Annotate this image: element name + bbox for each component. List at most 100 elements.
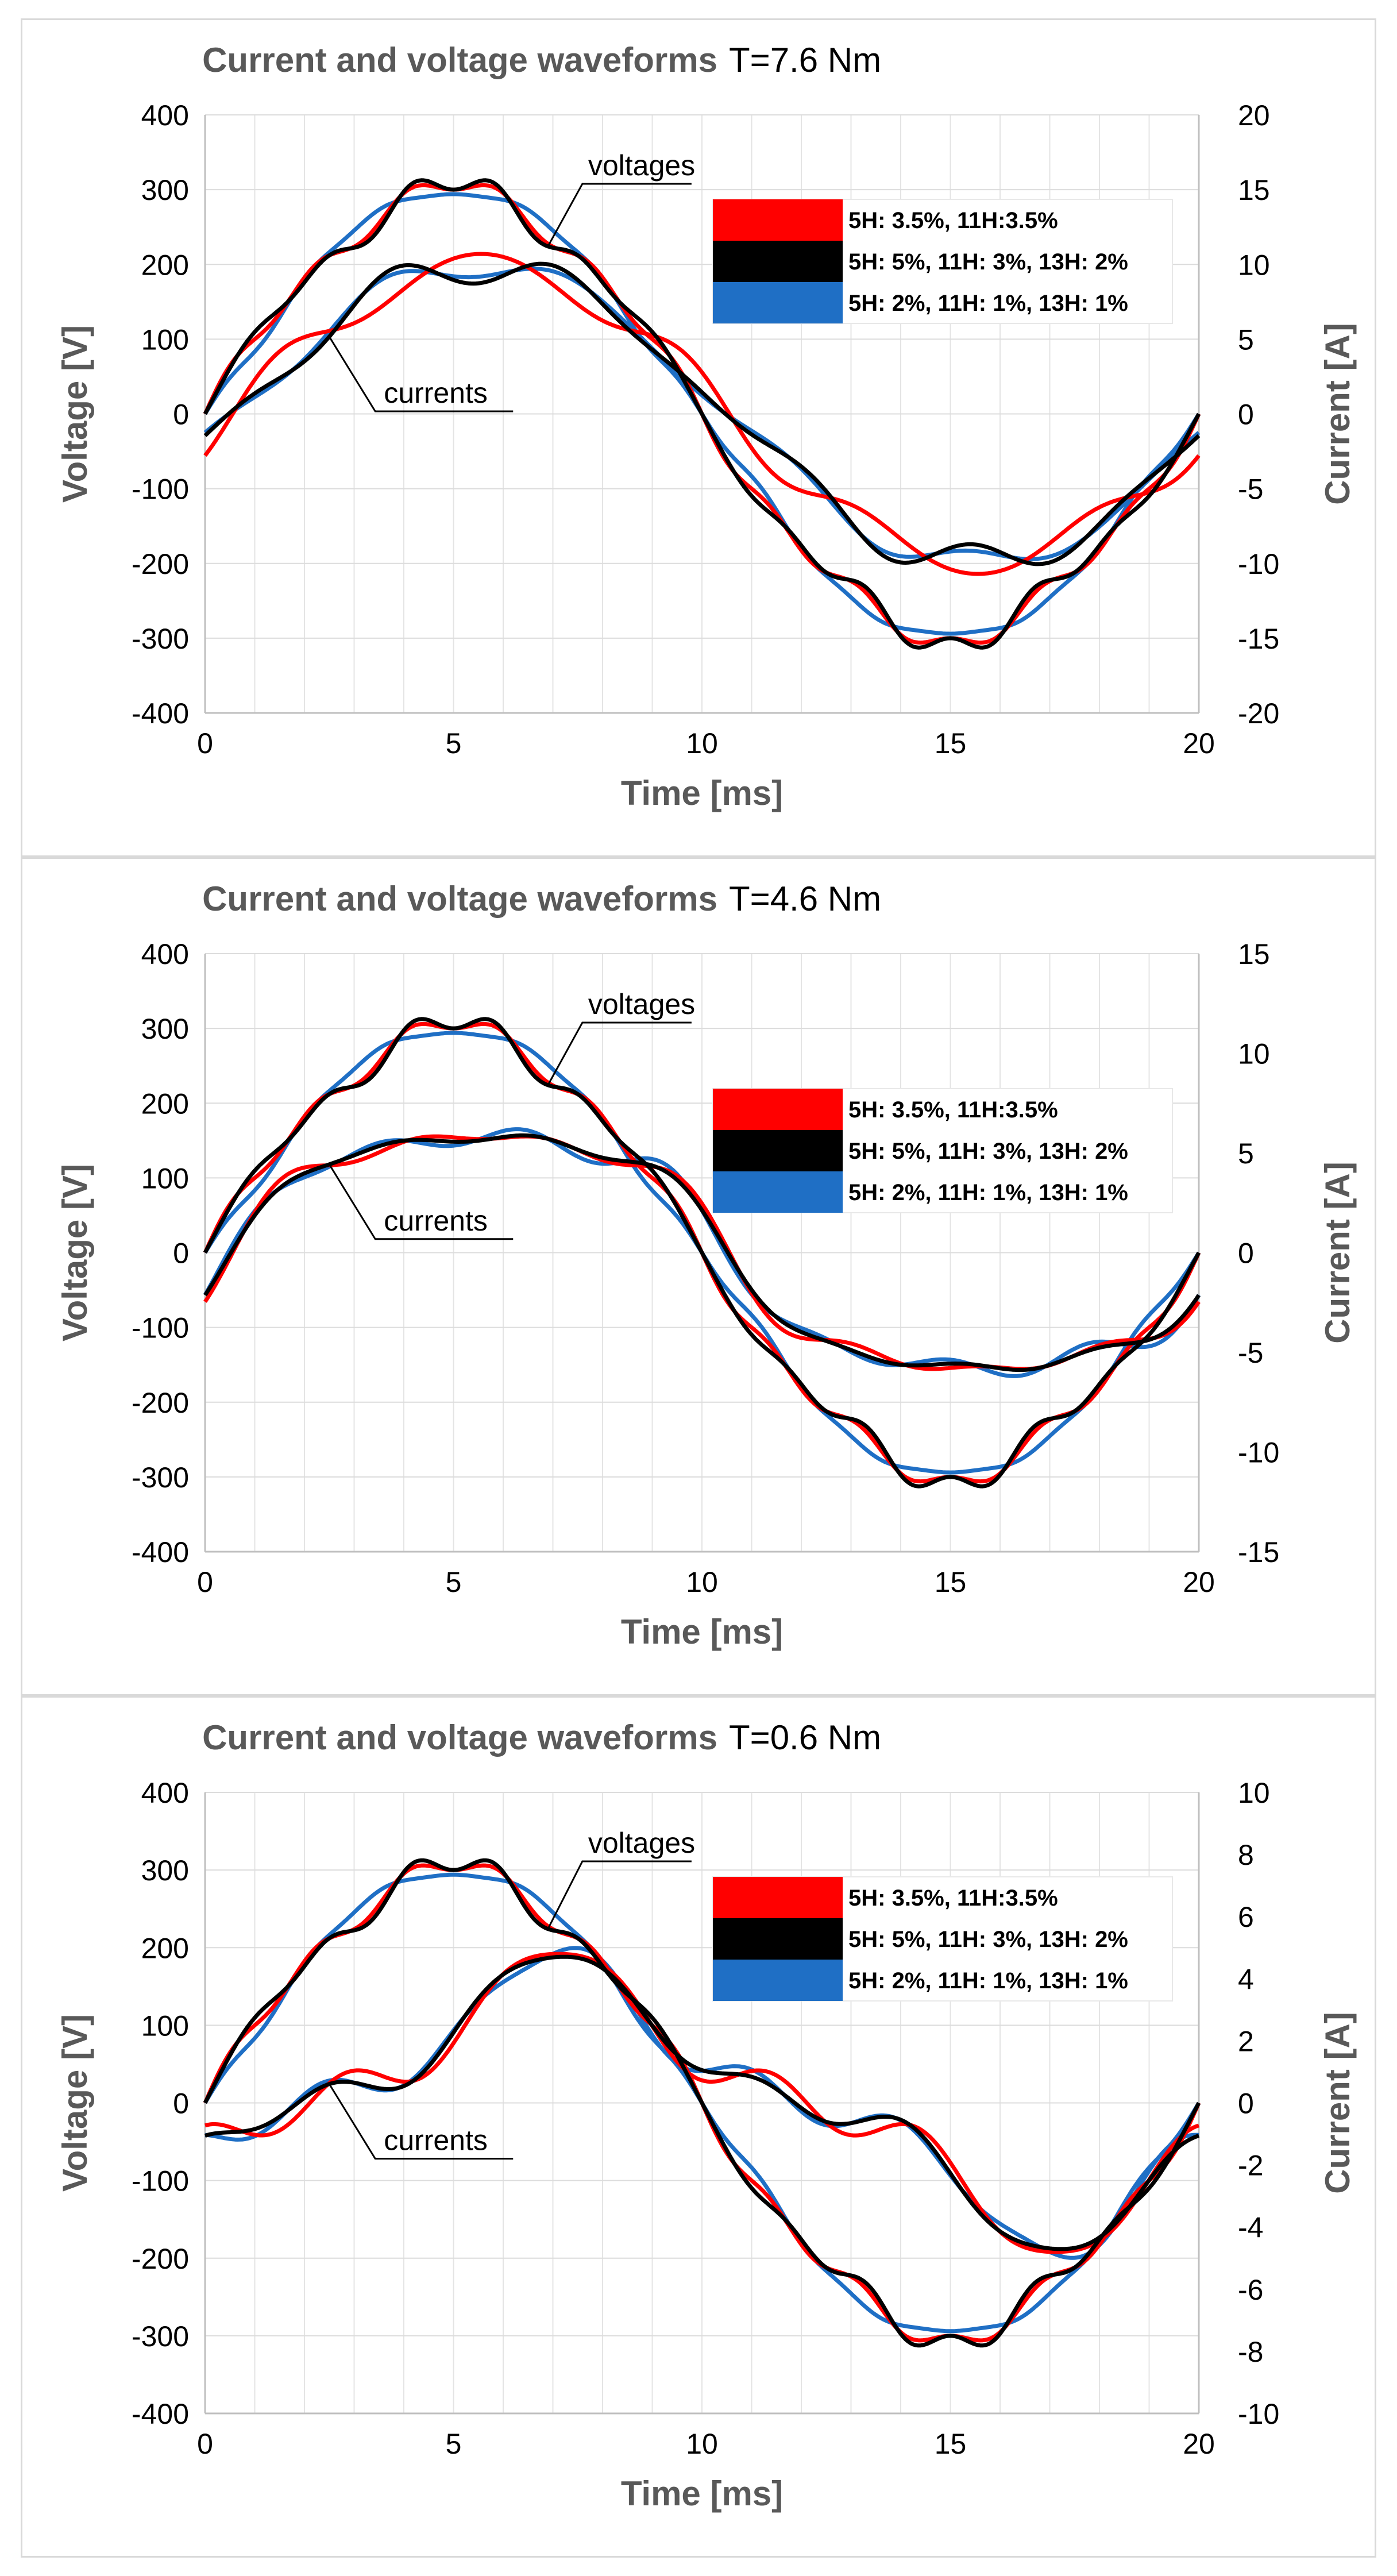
voltages-annotation-leader (547, 1021, 692, 1086)
x-tick-label: 10 (686, 1566, 718, 1598)
chart-title: Current and voltage waveforms (202, 41, 717, 79)
currents-annotation-leader (328, 336, 514, 412)
chart-svg-1: Current and voltage waveforms T=7.6 Nm -40… (56, 41, 1357, 812)
current-line-series-2 (203, 1133, 1201, 1372)
x-axis-label: Time [ms] (621, 774, 783, 812)
chart-title: Current and voltage waveforms (202, 880, 717, 918)
y2-tick-label: -10 (1238, 2398, 1279, 2430)
y-tick-label: 400 (141, 1777, 189, 1809)
x-tick-label: 20 (1183, 2428, 1215, 2460)
y2-tick-label: -4 (1238, 2212, 1263, 2244)
y-tick-label: 200 (141, 1088, 189, 1120)
legend-label-2: 5H: 5%, 11H: 3%, 13H: 2% (848, 1927, 1128, 1952)
currents-annotation: currents (384, 1205, 488, 1237)
x-tick-label: 15 (935, 2428, 967, 2460)
y2-tick-label: -2 (1238, 2150, 1263, 2182)
y2-tick-label: -8 (1238, 2336, 1263, 2368)
y-tick-label: 0 (173, 399, 189, 431)
voltages-annotation-leader (547, 1860, 692, 1930)
y-axis-label: Voltage [V] (56, 2014, 94, 2192)
legend-label-1: 5H: 3.5%, 11H:3.5% (848, 1885, 1058, 1911)
y-tick-label: 0 (173, 2088, 189, 2120)
y-tick-label: 200 (141, 1932, 189, 1964)
y-tick-label: -300 (132, 2320, 189, 2353)
y-tick-label: -100 (132, 1312, 189, 1344)
x-tick-label: 10 (686, 2428, 718, 2460)
chart-panel-2: Current and voltage waveforms T=4.6 Nm -40… (21, 857, 1376, 1696)
legend-label-1: 5H: 3.5%, 11H:3.5% (848, 208, 1058, 233)
x-axis-label: Time [ms] (621, 2474, 783, 2513)
y2-tick-label: 10 (1238, 249, 1270, 281)
voltages-annotation: voltages (588, 1827, 695, 1859)
legend-label-3: 5H: 2%, 11H: 1%, 13H: 1% (848, 1180, 1128, 1205)
x-axis-label: Time [ms] (621, 1613, 783, 1651)
y-tick-label: -400 (132, 697, 189, 730)
y2-tick-label: 0 (1238, 1237, 1254, 1270)
y-tick-label: 200 (141, 249, 189, 281)
x-tick-label: 20 (1183, 1566, 1215, 1598)
legend-swatch-1 (713, 1877, 843, 1918)
y-tick-label: -300 (132, 623, 189, 655)
y-tick-label: -100 (132, 2165, 189, 2197)
voltage-line-series-2 (203, 1017, 1201, 1488)
y2-tick-label: 8 (1238, 1839, 1254, 1871)
y-tick-label: 300 (141, 174, 189, 206)
legend-swatch-2 (713, 1130, 843, 1171)
y-tick-label: 0 (173, 1237, 189, 1270)
y2-tick-label: 5 (1238, 323, 1254, 356)
legend-label-3: 5H: 2%, 11H: 1%, 13H: 1% (848, 1968, 1128, 1993)
legend-swatch-1 (713, 199, 843, 241)
y2-tick-label: -15 (1238, 623, 1279, 655)
y-tick-label: 100 (141, 2010, 189, 2042)
chart-svg-3: Current and voltage waveforms T=0.6 Nm-40… (56, 1718, 1357, 2513)
y2-tick-label: 0 (1238, 399, 1254, 431)
voltages-annotation-leader (547, 183, 692, 247)
chart-title: Current and voltage waveforms (202, 1718, 717, 1757)
y-tick-label: -100 (132, 473, 189, 506)
y-axis-label: Voltage [V] (56, 325, 94, 503)
chart-title-suffix: T=4.6 Nm (729, 880, 881, 918)
x-tick-label: 20 (1183, 727, 1215, 759)
y-tick-label: -400 (132, 1536, 189, 1568)
y2-tick-label: -20 (1238, 697, 1279, 730)
legend-swatch-3 (713, 1960, 843, 2001)
y2-tick-label: 0 (1238, 2088, 1254, 2120)
legend-label-3: 5H: 2%, 11H: 1%, 13H: 1% (848, 291, 1128, 316)
y2-tick-label: -10 (1238, 1437, 1279, 1469)
y-tick-label: -400 (132, 2398, 189, 2430)
legend-label-1: 5H: 3.5%, 11H:3.5% (848, 1097, 1058, 1123)
current-line-series-1 (204, 1952, 1200, 2254)
y2-tick-label: -5 (1238, 473, 1263, 506)
y2-axis-label: Current [A] (1318, 1162, 1357, 1344)
y2-tick-label: 5 (1238, 1137, 1254, 1170)
y-tick-label: -200 (132, 1387, 189, 1419)
legend-label-2: 5H: 5%, 11H: 3%, 13H: 2% (848, 249, 1128, 275)
legend-swatch-3 (713, 1171, 843, 1213)
x-tick-label: 15 (935, 1566, 967, 1598)
y-axis-label: Voltage [V] (56, 1164, 94, 1341)
y2-tick-label: 6 (1238, 1901, 1254, 1933)
y2-tick-label: 10 (1238, 1777, 1270, 1809)
y2-tick-label: 20 (1238, 99, 1270, 132)
x-tick-label: 5 (446, 1566, 462, 1598)
y2-tick-label: 15 (1238, 174, 1270, 206)
currents-annotation: currents (384, 2124, 488, 2157)
x-tick-label: 0 (197, 1566, 213, 1598)
y2-tick-label: 2 (1238, 2025, 1254, 2057)
voltages-annotation: voltages (588, 149, 695, 182)
x-tick-label: 5 (446, 727, 462, 759)
chart-svg-2: Current and voltage waveforms T=4.6 Nm -40… (56, 880, 1357, 1651)
y2-tick-label: 4 (1238, 1963, 1254, 1995)
voltage-line-series-2 (203, 1858, 1201, 2348)
y-tick-label: 100 (141, 323, 189, 356)
x-tick-label: 10 (686, 727, 718, 759)
legend-label-2: 5H: 5%, 11H: 3%, 13H: 2% (848, 1139, 1128, 1164)
legend-swatch-2 (713, 1918, 843, 1960)
voltage-line-series-2 (203, 178, 1201, 650)
x-tick-label: 15 (935, 727, 967, 759)
x-tick-label: 5 (446, 2428, 462, 2460)
chart-title-suffix: T=7.6 Nm (729, 41, 881, 79)
currents-annotation-leader (328, 1164, 514, 1240)
legend-swatch-2 (713, 241, 843, 282)
chart-panel-3: Current and voltage waveforms T=0.6 Nm -40… (21, 1696, 1376, 2558)
